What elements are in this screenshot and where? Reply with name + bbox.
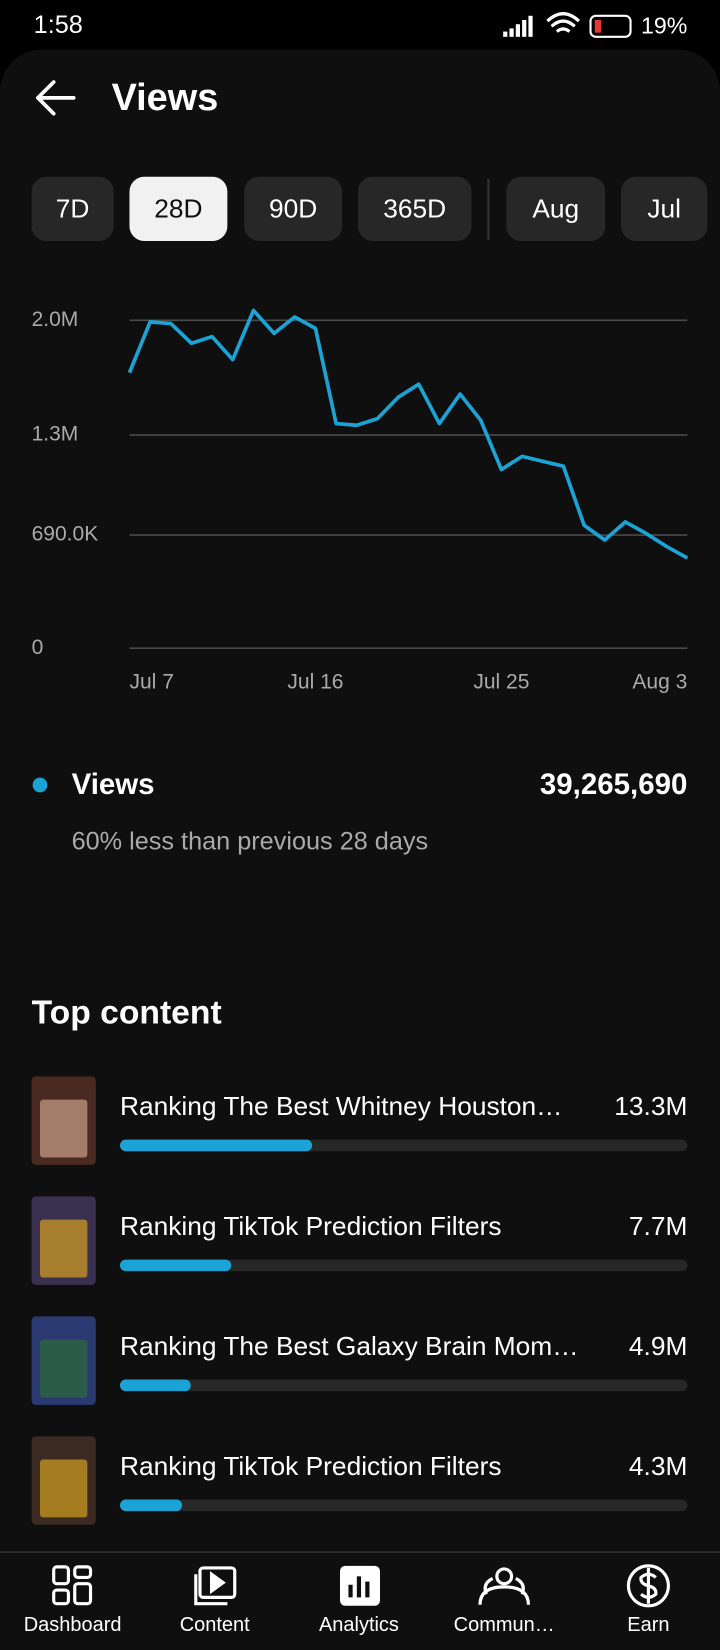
nav-label[interactable]: Commun… [454, 1614, 555, 1636]
tab[interactable] [506, 176, 606, 241]
nav-label[interactable]: Analytics [319, 1614, 399, 1636]
line [127, 308, 689, 560]
y-tick-label: 0 [32, 636, 44, 659]
nav-label[interactable]: Earn [627, 1614, 669, 1636]
thumbnail-detail [40, 1219, 88, 1278]
status-time: 1:58 [34, 11, 83, 39]
battery-level [594, 19, 602, 33]
tab-label[interactable]: 90D [269, 193, 317, 223]
battery-text: 19% [641, 12, 687, 38]
content-title[interactable]: Ranking The Best Whitney Houston… [120, 1091, 562, 1121]
progress-bar [120, 1259, 232, 1272]
summary-label: Views [72, 768, 155, 801]
content-views: 7.7M [629, 1211, 687, 1241]
legend-dot [32, 777, 48, 793]
tabs: 7D 28D 90D 365D Aug Jul [31, 176, 708, 241]
top-content: Ranking The Best Whitney Houston… 13.3M Ra… [31, 1076, 688, 1525]
thumbnail-detail [40, 1459, 88, 1518]
nav-icons [52, 1564, 670, 1608]
tab[interactable] [621, 176, 708, 241]
analytics-icon-bars [348, 1576, 370, 1598]
tab[interactable] [31, 176, 114, 241]
progress-track [120, 1259, 688, 1272]
chart: 0 690.0K 1.3M 2.0M Jul 7 Jul 16 Jul 25 Aug 3 [32, 308, 689, 694]
tab-label[interactable]: 365D [383, 193, 446, 223]
content-title[interactable]: Ranking TikTok Prediction Filters [120, 1451, 502, 1481]
tab-label[interactable]: Jul [647, 193, 681, 223]
summary-value: 39,265,690 [540, 768, 687, 801]
section-title: Top content [32, 994, 222, 1031]
progress-track [120, 1379, 688, 1392]
y-tick-label: 2.0M [32, 308, 79, 331]
tab[interactable] [357, 176, 472, 241]
x-tick-label: Jul 7 [129, 671, 173, 694]
progress-bar [120, 1379, 191, 1392]
x-tick-label: Aug 3 [632, 671, 687, 694]
content-title[interactable]: Ranking TikTok Prediction Filters [120, 1211, 502, 1241]
back-button[interactable] [36, 80, 76, 116]
nav-label[interactable]: Content [180, 1614, 250, 1636]
page-title: Views [112, 77, 219, 119]
content-views: 13.3M [614, 1091, 687, 1121]
battery-icon [589, 14, 632, 38]
content-views: 4.3M [629, 1451, 687, 1481]
wifi-icon [546, 12, 581, 33]
progress-bar [120, 1139, 313, 1152]
nav-items: Dashboard Content Analytics Commun… Earn [24, 1614, 670, 1636]
tab[interactable] [129, 176, 228, 241]
progress-bar [120, 1499, 183, 1512]
y-tick-label: 690.0K [32, 523, 99, 546]
x-tick-label: Jul 25 [473, 671, 529, 694]
summary-comparison: 60% less than previous 28 days [72, 828, 429, 856]
nav-label[interactable]: Dashboard [24, 1614, 122, 1636]
x-tick-label: Jul 16 [287, 671, 343, 694]
signal-icon [503, 15, 533, 37]
tab[interactable] [244, 176, 343, 241]
y-tick-label: 1.3M [32, 423, 79, 446]
tab-label[interactable]: Aug [532, 193, 579, 223]
tab-label[interactable]: 7D [56, 193, 90, 223]
thumbnail-detail [40, 1099, 88, 1158]
content-title[interactable]: Ranking The Best Galaxy Brain Mom… [120, 1331, 579, 1361]
progress-track [120, 1499, 688, 1512]
panel [0, 49, 720, 1650]
content-views: 4.9M [629, 1331, 687, 1361]
tab-label[interactable]: 28D [154, 193, 202, 223]
thumbnail-detail [40, 1339, 88, 1398]
